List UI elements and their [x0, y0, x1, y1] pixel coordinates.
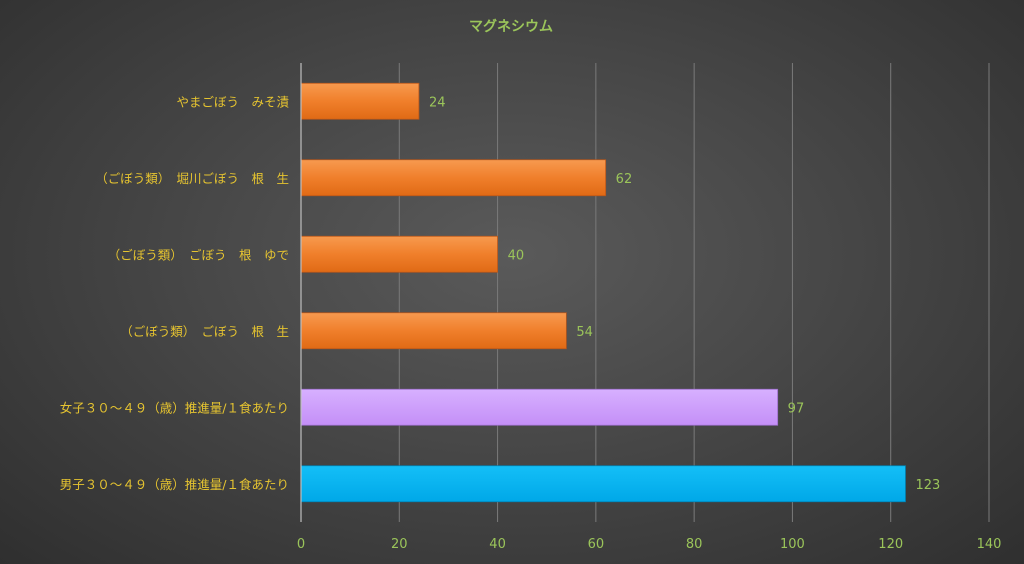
- labels: 0 20 40 60 80 100 120 140 24 やまごぼう みそ漬 62 （ごぼう類） 堀川…: [60, 94, 1002, 552]
- category-label: やまごぼう みそ漬: [176, 94, 289, 109]
- x-tick-label: 120: [878, 537, 903, 552]
- x-tick-label: 0: [297, 537, 305, 552]
- category-label: 男子３０～４９（歳）推進量/１食あたり: [60, 477, 289, 492]
- data-label: 123: [915, 478, 940, 493]
- x-tick-label: 100: [780, 537, 805, 552]
- chart-title: マグネシウム: [469, 18, 553, 35]
- data-label: 97: [788, 401, 805, 416]
- bar: [300, 388, 779, 426]
- gridlines: [398, 63, 990, 522]
- bar: [300, 465, 906, 503]
- bar: [300, 312, 567, 350]
- bars: [300, 82, 906, 503]
- x-tick-label: 60: [588, 537, 605, 552]
- x-tick-label: 20: [391, 537, 408, 552]
- data-label: 24: [429, 95, 446, 110]
- category-label: 女子３０～４９（歳）推進量/１食あたり: [60, 400, 289, 415]
- data-label: 62: [616, 172, 633, 187]
- category-label: （ごぼう類） 堀川ごぼう 根 生: [95, 171, 289, 186]
- data-label: 40: [508, 248, 525, 263]
- x-tick-label: 80: [686, 537, 703, 552]
- bar: [300, 235, 498, 273]
- data-label: 54: [576, 325, 593, 340]
- x-tick-label: 140: [977, 537, 1002, 552]
- x-tick-label: 40: [489, 537, 506, 552]
- bar: [300, 82, 420, 120]
- category-label: （ごぼう類） ごぼう 根 生: [120, 324, 289, 339]
- category-label: （ごぼう類） ごぼう 根 ゆで: [108, 247, 289, 262]
- bar: [300, 159, 607, 197]
